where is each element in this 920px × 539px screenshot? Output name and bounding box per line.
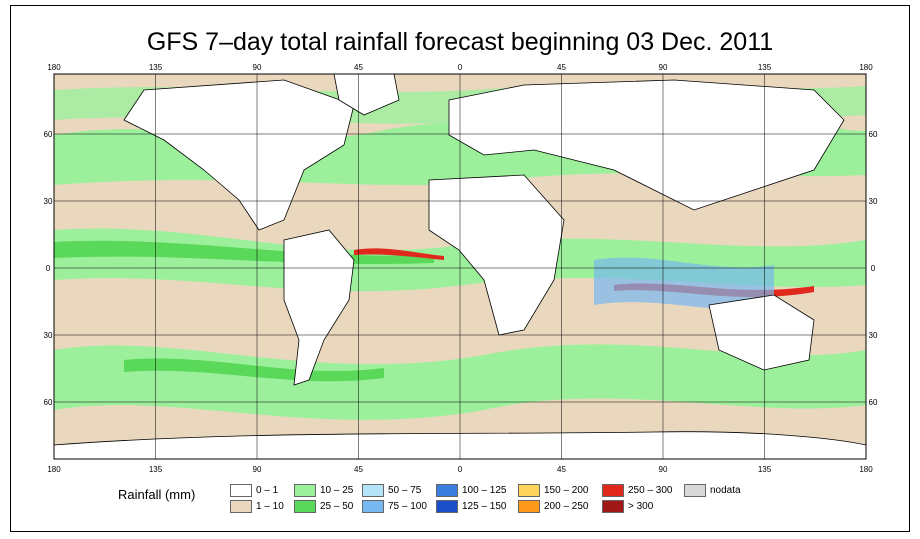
legend-swatch — [684, 484, 706, 497]
lat-tick-label: 30 — [869, 197, 878, 206]
lon-tick-label: 135 — [758, 465, 772, 474]
lon-tick-label: 135 — [149, 465, 163, 474]
legend-swatch — [362, 500, 384, 513]
lon-tick-label: 180 — [859, 63, 873, 72]
lon-tick-label: 0 — [458, 465, 463, 474]
legend: Rainfall (mm) 0 – 1 1 – 10 10 – 25 25 – … — [118, 482, 818, 518]
graticule — [54, 74, 866, 459]
map-title: GFS 7–day total rainfall forecast beginn… — [146, 28, 774, 56]
lon-tick-label: 90 — [253, 465, 262, 474]
lat-ticks-right: 60 30 0 30 60 — [869, 130, 878, 407]
legend-swatch — [602, 500, 624, 513]
legend-range: 75 – 100 — [388, 501, 427, 512]
legend-range: 10 – 25 — [320, 485, 354, 496]
lon-tick-label: 45 — [557, 465, 566, 474]
legend-swatch — [362, 484, 384, 497]
legend-range: > 300 — [628, 501, 654, 512]
lon-ticks-top: 180 135 90 45 0 45 90 135 180 — [47, 63, 873, 72]
legend-swatch — [436, 500, 458, 513]
europe-asia — [448, 79, 845, 211]
legend-range: 250 – 300 — [628, 485, 673, 496]
lon-tick-label: 0 — [458, 63, 463, 72]
legend-swatch — [294, 500, 316, 513]
lon-tick-label: 90 — [253, 63, 262, 72]
lon-ticks-bottom: 180 135 90 45 0 45 90 135 180 — [47, 465, 873, 474]
legend-range: 100 – 125 — [462, 485, 507, 496]
lat-tick-label: 30 — [44, 197, 53, 206]
south-america — [283, 229, 355, 386]
lat-tick-label: 60 — [869, 398, 878, 407]
legend-range: 0 – 1 — [256, 485, 279, 496]
lat-tick-label: 60 — [869, 130, 878, 139]
lat-tick-label: 0 — [871, 264, 876, 273]
lon-tick-label: 180 — [859, 465, 873, 474]
lon-tick-label: 45 — [354, 465, 363, 474]
legend-swatch — [436, 484, 458, 497]
legend-range: 125 – 150 — [462, 501, 507, 512]
legend-swatch — [294, 484, 316, 497]
lon-tick-label: 90 — [659, 465, 668, 474]
lon-tick-label: 135 — [758, 63, 772, 72]
lat-tick-label: 30 — [44, 331, 53, 340]
legend-swatch — [518, 500, 540, 513]
legend-range: 25 – 50 — [320, 501, 354, 512]
lat-tick-label: 0 — [46, 264, 51, 273]
legend-range: 150 – 200 — [544, 485, 589, 496]
legend-swatch — [230, 484, 252, 497]
lon-tick-label: 45 — [557, 63, 566, 72]
lat-tick-label: 60 — [44, 130, 53, 139]
legend-range: 200 – 250 — [544, 501, 589, 512]
lat-ticks-left: 60 30 0 30 60 — [44, 130, 53, 407]
lon-tick-label: 135 — [149, 63, 163, 72]
lon-tick-label: 90 — [659, 63, 668, 72]
lon-tick-label: 180 — [47, 63, 61, 72]
australia — [708, 294, 815, 371]
lon-tick-label: 180 — [47, 465, 61, 474]
legend-swatch — [230, 500, 252, 513]
legend-label: Rainfall (mm) — [118, 487, 196, 502]
lat-tick-label: 60 — [44, 398, 53, 407]
legend-swatch — [518, 484, 540, 497]
africa — [428, 174, 565, 336]
legend-range: 1 – 10 — [256, 501, 284, 512]
legend-range: 50 – 75 — [388, 485, 422, 496]
legend-range: nodata — [710, 485, 741, 496]
rainfall-map: 180 135 90 45 0 45 90 135 180 180 135 90… — [44, 63, 878, 474]
lon-tick-label: 45 — [354, 63, 363, 72]
legend-swatch — [602, 484, 624, 497]
map-border — [53, 73, 867, 460]
lat-tick-label: 30 — [869, 331, 878, 340]
